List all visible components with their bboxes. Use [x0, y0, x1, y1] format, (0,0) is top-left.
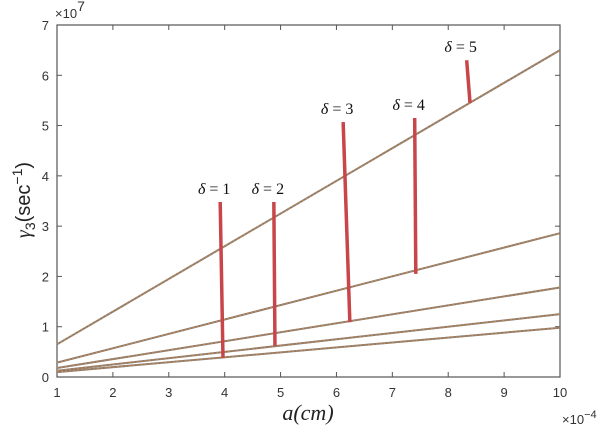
x-tick-label: 4: [221, 385, 228, 400]
y-axis-title-exponent: −1: [9, 168, 25, 184]
delta-marker-1: [218, 201, 225, 358]
x-tick-label: 7: [389, 385, 396, 400]
series-line-overlay-2: [56, 232, 561, 364]
delta-labels: δ = 1 δ = 2 δ = 3 δ = 4 δ = 5: [198, 39, 477, 198]
delta-label-3: δ = 3: [321, 101, 353, 118]
series-line-overlay-5: [56, 327, 561, 373]
y-tick-label: 0: [42, 370, 49, 385]
y-tick-label: 6: [42, 68, 49, 83]
delta-label-4: δ = 4: [392, 97, 424, 114]
y-multiplier-power: 7: [77, 0, 85, 14]
x-tick-label: 10: [553, 385, 567, 400]
x-multiplier-base: ×10: [562, 412, 584, 427]
series-line-overlay-4: [56, 313, 561, 372]
series-line-overlay-1: [56, 49, 561, 345]
y-axis-title-subscript: 3: [22, 222, 38, 230]
x-tick-label: 2: [109, 385, 116, 400]
x-multiplier-power: −4: [584, 409, 597, 421]
y-tick-label: 1: [42, 320, 49, 335]
x-axis-title-unit: (cm): [293, 400, 333, 425]
y-axis-title: γ3(sec−1): [9, 162, 38, 238]
x-tick-label: 1: [53, 385, 60, 400]
y-multiplier-base: ×10: [55, 6, 77, 21]
delta-marker-4: [412, 118, 418, 274]
x-tick-label: 5: [277, 385, 284, 400]
x-tick-label: 9: [500, 385, 507, 400]
x-multiplier: ×10−4: [562, 409, 597, 427]
x-tick-label: 6: [333, 385, 340, 400]
delta-marker-5: [464, 60, 472, 104]
y-axis-title-var: γ: [13, 229, 35, 238]
x-tick-label: 8: [445, 385, 452, 400]
y-multiplier: ×107: [55, 0, 85, 21]
delta-marker-2: [272, 201, 277, 346]
delta-label-1: δ = 1: [198, 181, 230, 198]
data-series: [56, 49, 561, 374]
y-tick-label: 4: [42, 169, 49, 184]
y-axis-title-close: ): [13, 162, 35, 169]
y-tick-label: 2: [42, 269, 49, 284]
x-axis-title-var: a: [282, 400, 293, 425]
plot-frame: [56, 24, 561, 378]
delta-marker-3: [341, 121, 352, 323]
y-tick-label: 3: [42, 219, 49, 234]
plot-border: [56, 24, 561, 378]
y-tick-label: 7: [42, 18, 49, 33]
delta-label-5: δ = 5: [444, 39, 476, 56]
y-tick-label: 5: [42, 119, 49, 134]
y-axis-title-unit: (sec: [13, 185, 35, 223]
delta-label-2: δ = 2: [252, 181, 284, 198]
x-tick-label: 3: [165, 385, 172, 400]
x-axis-title: a(cm): [282, 400, 333, 425]
delta-markers: [218, 60, 472, 358]
series-line-overlay-3: [56, 286, 561, 369]
